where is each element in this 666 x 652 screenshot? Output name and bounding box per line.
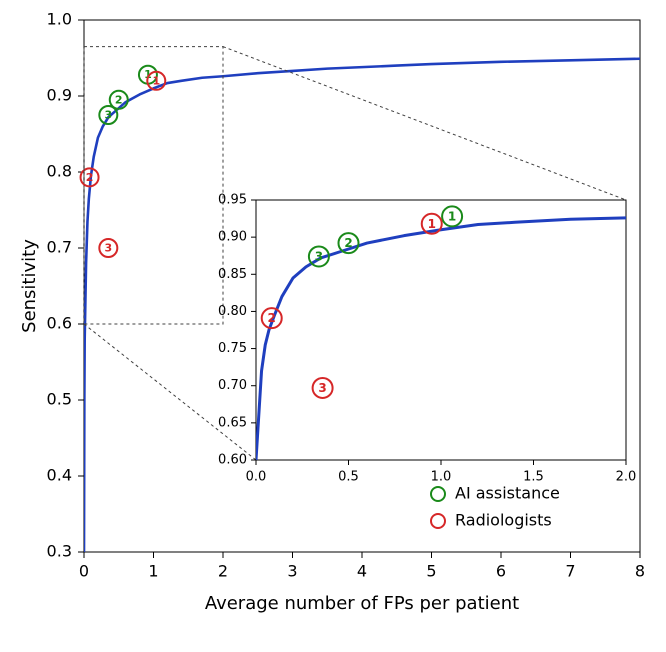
main-xtick-label: 2 bbox=[218, 562, 228, 581]
main-xtick-label: 1 bbox=[148, 562, 158, 581]
main-xtick-label: 4 bbox=[357, 562, 367, 581]
inset-xtick-label: 1.5 bbox=[523, 470, 544, 485]
inset-ai-marker-label: 3 bbox=[315, 249, 323, 263]
inset-ai-marker-label: 2 bbox=[344, 236, 352, 250]
inset-ytick-label: 0.65 bbox=[218, 415, 247, 430]
main-ytick-label: 0.7 bbox=[47, 238, 72, 257]
inset-rad-marker-label: 2 bbox=[268, 311, 276, 325]
main-rad-marker-label: 3 bbox=[104, 242, 112, 255]
main-ytick-label: 0.9 bbox=[47, 86, 72, 105]
main-rad-marker: 3 bbox=[99, 239, 117, 257]
main-ytick-label: 0.4 bbox=[47, 466, 72, 485]
inset-ai-marker-label: 1 bbox=[448, 209, 456, 223]
main-ai-marker: 3 bbox=[99, 106, 117, 124]
inset-ytick-label: 0.90 bbox=[218, 230, 247, 245]
inset-ytick-label: 0.80 bbox=[218, 304, 247, 319]
inset-ytick-label: 0.85 bbox=[218, 267, 247, 282]
main-ylabel: Sensitivity bbox=[19, 239, 40, 333]
main-xtick-label: 0 bbox=[79, 562, 89, 581]
inset-ytick-label: 0.70 bbox=[218, 378, 247, 393]
main-xlabel: Average number of FPs per patient bbox=[205, 593, 519, 614]
main-xtick-label: 7 bbox=[565, 562, 575, 581]
main-ai-marker-label: 3 bbox=[104, 109, 112, 122]
main-ytick-label: 0.3 bbox=[47, 542, 72, 561]
froc-chart: 0123456780.30.40.50.60.70.80.91.0Average… bbox=[0, 0, 666, 652]
chart-container: 0123456780.30.40.50.60.70.80.91.0Average… bbox=[0, 0, 666, 652]
inset-ytick-label: 0.75 bbox=[218, 341, 247, 356]
main-xtick-label: 6 bbox=[496, 562, 506, 581]
legend-ai-label: AI assistance bbox=[455, 484, 560, 503]
inset-rad-marker-label: 1 bbox=[428, 217, 436, 231]
inset-xtick-label: 0.0 bbox=[246, 470, 267, 485]
main-xtick-label: 3 bbox=[287, 562, 297, 581]
main-rad-marker-label: 2 bbox=[86, 171, 94, 184]
legend-rad-label: Radiologists bbox=[455, 511, 552, 530]
main-rad-marker: 2 bbox=[81, 168, 99, 186]
inset-ytick-label: 0.60 bbox=[218, 453, 247, 468]
legend-rad-icon bbox=[431, 514, 445, 528]
main-rad-marker-label: 1 bbox=[152, 74, 160, 87]
main-ytick-label: 0.5 bbox=[47, 390, 72, 409]
main-ytick-label: 0.8 bbox=[47, 162, 72, 181]
inset-rad-marker-label: 3 bbox=[318, 381, 326, 395]
legend-ai-icon bbox=[431, 487, 445, 501]
main-ytick-label: 1.0 bbox=[47, 10, 72, 29]
zoom-connector bbox=[223, 47, 626, 200]
main-ytick-label: 0.6 bbox=[47, 314, 72, 333]
main-ai-marker-label: 2 bbox=[115, 93, 123, 106]
inset-xtick-label: 0.5 bbox=[338, 470, 359, 485]
main-xtick-label: 8 bbox=[635, 562, 645, 581]
main-xtick-label: 5 bbox=[426, 562, 436, 581]
inset-xtick-label: 1.0 bbox=[431, 470, 452, 485]
inset-bg bbox=[256, 200, 626, 460]
inset-xtick-label: 2.0 bbox=[616, 470, 637, 485]
inset-ytick-label: 0.95 bbox=[218, 193, 247, 208]
